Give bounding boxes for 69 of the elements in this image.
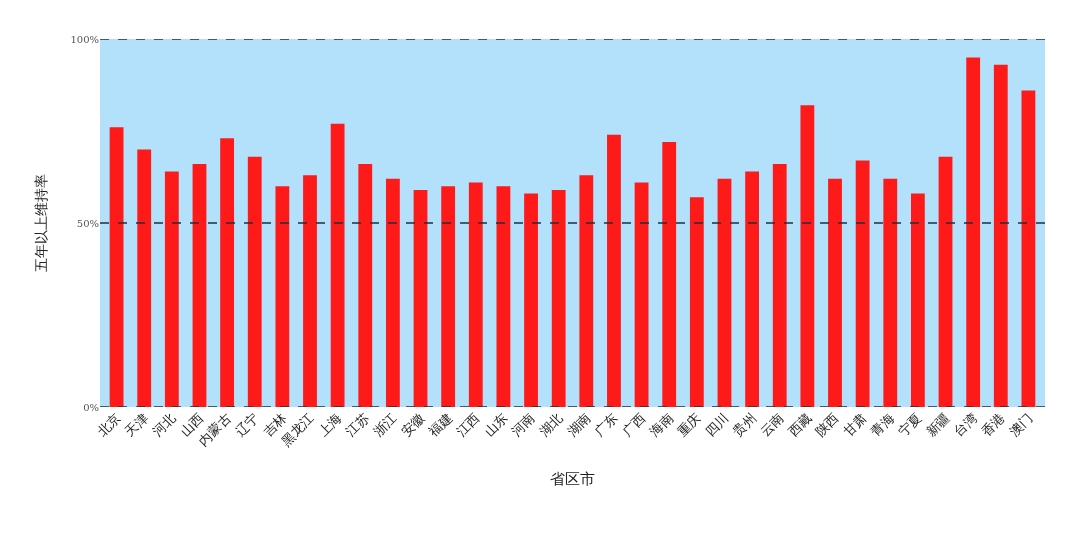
bar bbox=[303, 175, 317, 407]
bar bbox=[247, 156, 262, 407]
x-tick-label: 浙江 bbox=[370, 410, 400, 440]
x-tick-label: 四川 bbox=[702, 410, 732, 440]
x-tick-label: 江苏 bbox=[342, 410, 372, 440]
x-tick-label: 福建 bbox=[425, 410, 455, 440]
x-tick-label: 上海 bbox=[315, 410, 345, 440]
x-tick-label: 北京 bbox=[94, 410, 124, 440]
bar bbox=[496, 186, 511, 407]
x-tick-label: 香港 bbox=[978, 410, 1008, 440]
bar bbox=[828, 178, 842, 407]
bar bbox=[745, 171, 760, 407]
x-tick-label: 宁夏 bbox=[895, 410, 925, 440]
x-tick-label: 江西 bbox=[453, 410, 483, 440]
bar bbox=[717, 178, 732, 407]
bar bbox=[275, 186, 290, 407]
bar bbox=[1021, 90, 1036, 407]
bar bbox=[330, 123, 345, 407]
bar bbox=[551, 189, 566, 407]
x-axis-title: 省区市 bbox=[550, 469, 595, 488]
bar bbox=[662, 142, 677, 407]
bar bbox=[938, 156, 953, 407]
bar bbox=[855, 160, 870, 407]
bar bbox=[137, 149, 152, 407]
x-tick-label: 重庆 bbox=[674, 410, 704, 440]
x-tick-label: 河北 bbox=[149, 410, 179, 440]
x-tick-label: 辽宁 bbox=[232, 410, 262, 440]
bar bbox=[358, 164, 373, 407]
bar bbox=[689, 197, 704, 407]
bar bbox=[192, 164, 207, 407]
x-tick-label: 海南 bbox=[646, 410, 676, 440]
x-tick-label: 甘肃 bbox=[840, 410, 870, 440]
x-tick-label: 安徽 bbox=[398, 410, 428, 440]
y-tick-label: 100% bbox=[70, 33, 99, 45]
y-tick-label: 0% bbox=[83, 401, 99, 413]
bar bbox=[220, 138, 235, 407]
x-tick-label: 山东 bbox=[481, 410, 511, 440]
bar bbox=[385, 178, 400, 407]
bar bbox=[607, 134, 621, 407]
x-tick-label: 广东 bbox=[591, 410, 621, 440]
bar bbox=[441, 186, 456, 407]
x-tick-label: 西藏 bbox=[785, 410, 815, 440]
x-tick-label: 贵州 bbox=[729, 410, 759, 440]
bar bbox=[524, 193, 538, 407]
x-tick-label: 天津 bbox=[121, 410, 151, 440]
x-tick-label: 陕西 bbox=[812, 410, 842, 440]
y-tick-label: 50% bbox=[76, 217, 99, 229]
bar bbox=[910, 193, 925, 407]
bar bbox=[413, 189, 428, 407]
bar bbox=[164, 171, 179, 407]
x-tick-label: 湖南 bbox=[564, 410, 594, 440]
x-tick-label: 澳门 bbox=[1006, 410, 1036, 440]
x-tick-label: 台湾 bbox=[950, 410, 980, 440]
x-tick-label: 云南 bbox=[757, 410, 787, 440]
bar bbox=[579, 175, 594, 407]
x-tick-label: 新疆 bbox=[923, 410, 953, 440]
x-tick-label: 青海 bbox=[867, 410, 897, 440]
x-tick-label: 河南 bbox=[508, 410, 538, 440]
bar bbox=[883, 178, 898, 407]
y-axis-title: 五年以上维持率 bbox=[33, 174, 50, 272]
x-tick-label: 广西 bbox=[619, 410, 649, 440]
x-tick-label: 湖北 bbox=[536, 410, 566, 440]
bar bbox=[772, 164, 787, 407]
bar bbox=[966, 57, 981, 407]
bar bbox=[634, 182, 649, 407]
bar bbox=[109, 127, 124, 407]
bar bbox=[800, 105, 815, 407]
bar bbox=[468, 182, 483, 407]
bar bbox=[993, 64, 1008, 407]
